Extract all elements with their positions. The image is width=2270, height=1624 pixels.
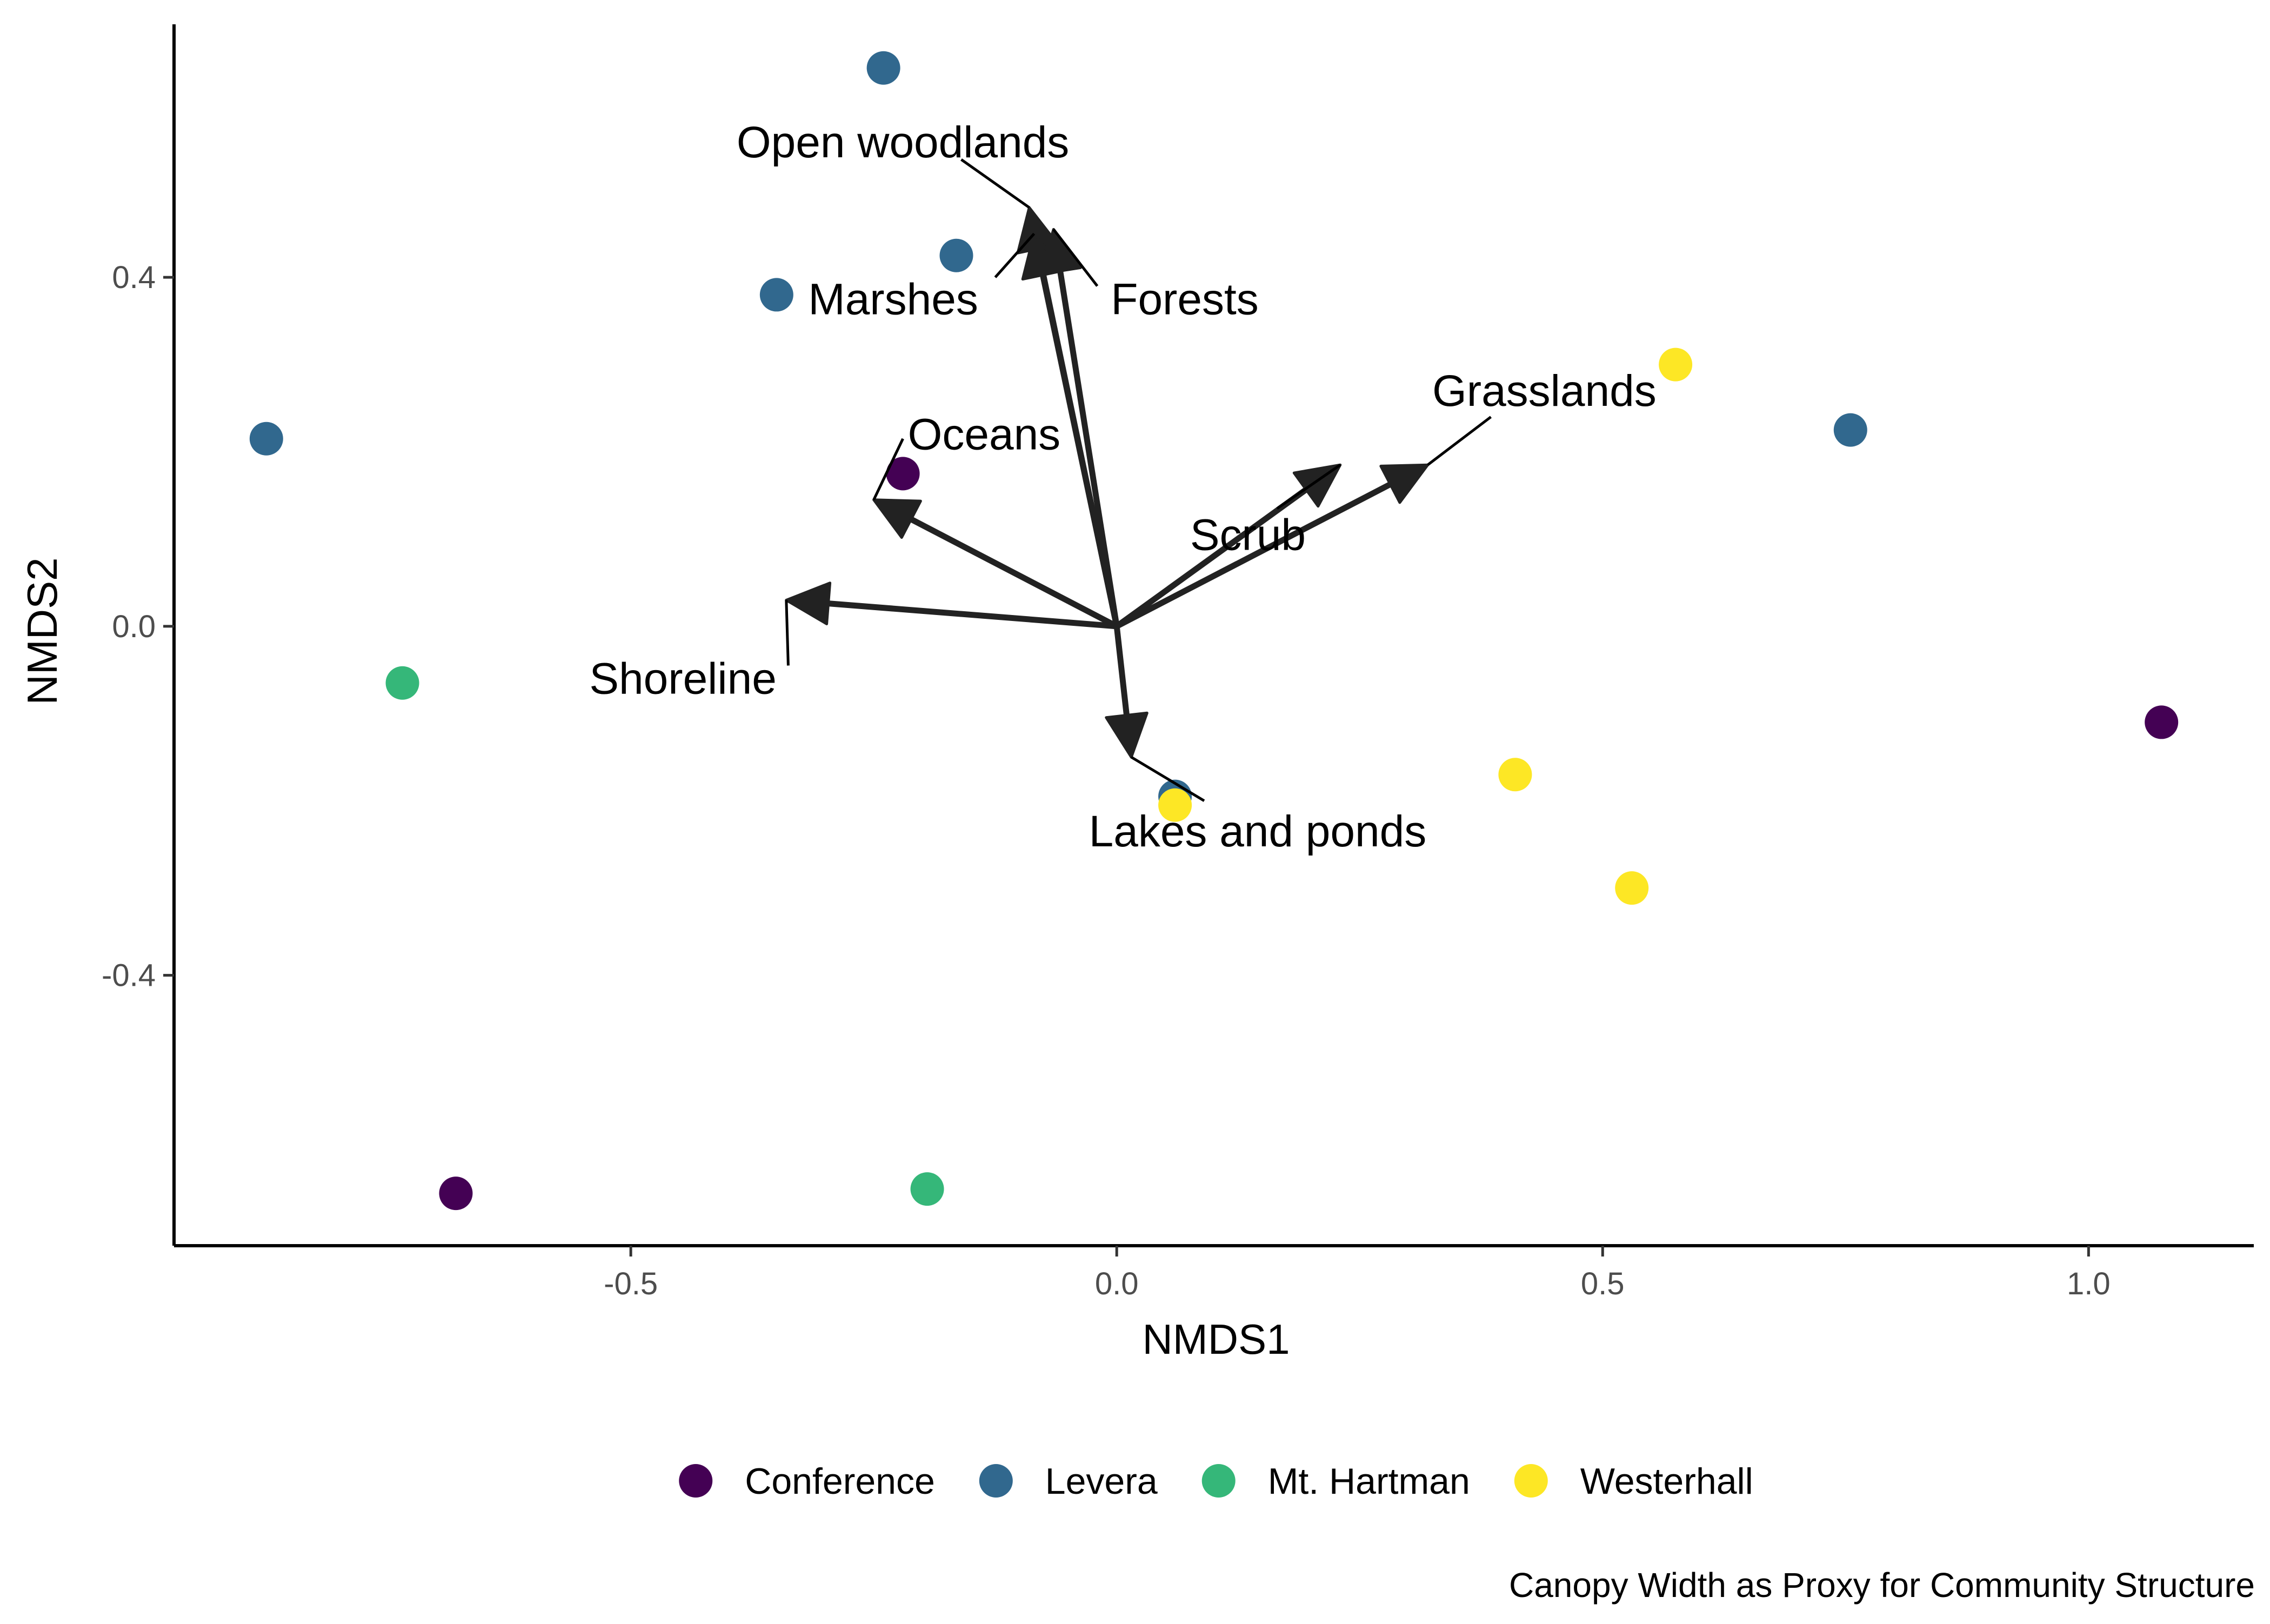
legend-key-mt-hartman — [1201, 1464, 1236, 1498]
y-axis-title: NMDS2 — [18, 557, 66, 705]
legend: Conference Levera Mt. Hartman Westerhall — [679, 1461, 1753, 1502]
data-points — [249, 51, 2179, 1211]
y-tick-label: 0.4 — [112, 260, 156, 295]
x-tick-label: 0.0 — [1095, 1266, 1139, 1301]
label-scrub: Scrub — [1190, 510, 1306, 559]
leader-forests — [1052, 228, 1099, 287]
point-levera — [939, 238, 973, 272]
label-open-woodlands: Open woodlands — [737, 118, 1069, 167]
leader-shoreline — [785, 600, 790, 666]
point-conference — [2145, 705, 2179, 739]
legend-label-mt-hartman: Mt. Hartman — [1268, 1461, 1470, 1502]
leader-marshes — [994, 232, 1036, 278]
legend-label-conference: Conference — [745, 1461, 935, 1502]
x-tick-label: 1.0 — [2067, 1266, 2111, 1301]
arrow-grasslands — [1113, 481, 1393, 630]
legend-key-westerhall — [1514, 1464, 1548, 1498]
label-grasslands: Grasslands — [1432, 366, 1657, 416]
leader-open-woodlands — [960, 158, 1030, 209]
point-westerhall — [1498, 758, 1532, 792]
axes: -0.5 0.0 0.5 1.0 -0.4 0.0 0.4 — [102, 24, 2254, 1301]
label-forests: Forests — [1111, 275, 1258, 324]
legend-label-westerhall: Westerhall — [1580, 1461, 1753, 1502]
point-mt-hartman — [910, 1172, 944, 1206]
point-mt-hartman — [385, 666, 419, 700]
x-axis-title: NMDS1 — [1142, 1315, 1290, 1363]
arrow-shoreline — [825, 600, 1120, 630]
x-tick-label: 0.5 — [1581, 1266, 1625, 1301]
arrowhead-shoreline — [785, 582, 832, 625]
label-lakes-and-ponds: Lakes and ponds — [1089, 807, 1427, 856]
point-levera — [866, 51, 900, 85]
y-tick-label: 0.0 — [112, 609, 156, 644]
point-westerhall — [1659, 347, 1693, 382]
arrowhead-oceans — [872, 498, 922, 539]
chart-caption: Canopy Width as Proxy for Community Stru… — [1509, 1566, 2255, 1605]
y-tick-label: -0.4 — [102, 958, 156, 993]
label-oceans: Oceans — [908, 410, 1061, 459]
leader-lakes-and-ponds — [1130, 756, 1205, 802]
arrow-lakes-and-ponds — [1113, 623, 1130, 718]
point-conference — [886, 457, 920, 491]
label-shoreline: Shoreline — [589, 654, 776, 704]
leader-scrub — [1276, 464, 1341, 510]
legend-label-levera: Levera — [1045, 1461, 1158, 1502]
point-westerhall — [1158, 788, 1192, 822]
point-levera — [1833, 413, 1867, 447]
arrow-forests — [1057, 268, 1120, 630]
point-westerhall — [1615, 871, 1649, 905]
leader-grasslands — [1427, 416, 1492, 466]
x-tick-label: -0.5 — [604, 1266, 658, 1301]
arrowhead-lakes-and-ponds — [1105, 711, 1149, 759]
arrow-oceans — [908, 516, 1120, 630]
vector-labels: Open woodlands Marshes Forests Oceans Shorel… — [589, 118, 1656, 856]
point-levera — [759, 278, 793, 312]
legend-key-conference — [679, 1464, 713, 1498]
label-marshes: Marshes — [808, 275, 978, 324]
point-conference — [439, 1177, 473, 1211]
arrowhead-grasslands — [1379, 463, 1430, 504]
leader-oceans — [872, 438, 904, 500]
env-vectors — [785, 206, 1430, 759]
legend-key-levera — [979, 1464, 1013, 1498]
point-levera — [249, 422, 283, 456]
arrow-scrub — [1113, 486, 1310, 630]
